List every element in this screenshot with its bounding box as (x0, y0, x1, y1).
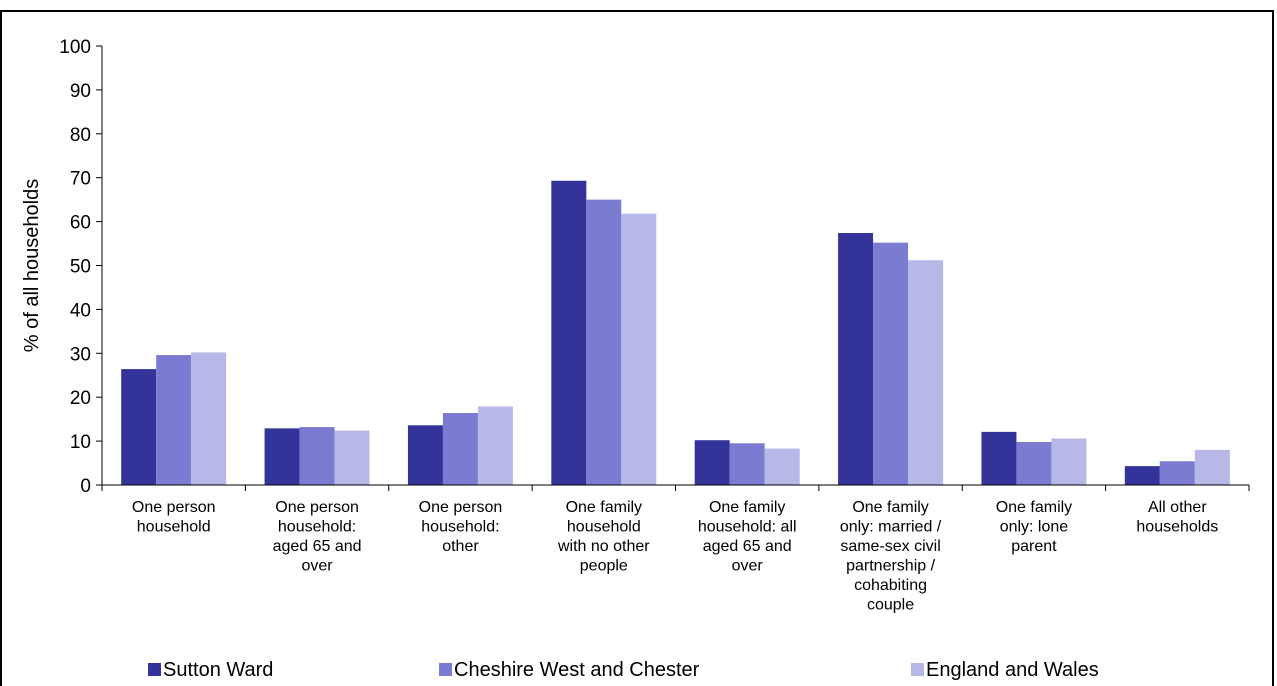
bar-1-4 (551, 180, 587, 485)
category-labels: One person household One person household: a… (132, 499, 1218, 614)
category-label-line: only: lone (1000, 519, 1069, 536)
legend-label-3: England and Wales (926, 659, 1099, 681)
category-label-line: over (302, 558, 334, 575)
legend-label-1: Sutton Ward (163, 659, 273, 681)
legend-swatch-3 (911, 663, 924, 676)
category-label-line: household: (421, 519, 499, 536)
category-label: One family only: lone parent (996, 499, 1072, 555)
category-label-line: household: (278, 519, 356, 536)
category-label-line: One family (852, 499, 928, 516)
legend-swatch-1 (148, 663, 161, 676)
category-label-line: aged 65 and (703, 538, 792, 555)
category-label-line: parent (1011, 538, 1057, 555)
bar-3-5 (764, 448, 800, 485)
category-label-line: cohabiting (854, 577, 927, 594)
bar-1-8 (1124, 466, 1160, 485)
y-axis-title: % of all households (21, 179, 43, 352)
y-tick-label: 20 (70, 388, 91, 409)
bar-1-3 (407, 425, 443, 485)
bar-1-5 (694, 440, 730, 485)
bar-3-4 (621, 213, 657, 485)
bar-1-1 (121, 369, 157, 485)
y-tick-label: 90 (70, 81, 91, 102)
category-label: All other households (1136, 499, 1218, 536)
category-label-line: people (580, 558, 628, 575)
bars (121, 180, 1230, 485)
legend: Sutton Ward Cheshire West and Chester Engl… (148, 659, 1099, 681)
bar-2-6 (873, 242, 909, 485)
category-label-line: with no other (557, 538, 650, 555)
y-tick-label: 40 (70, 300, 91, 321)
bar-2-4 (586, 199, 622, 485)
y-tick-label: 60 (70, 213, 91, 234)
category-label: One family household: all aged 65 and over (698, 499, 797, 575)
y-tick-label: 50 (70, 257, 91, 278)
category-label-line: One family (996, 499, 1072, 516)
bar-1-6 (838, 233, 874, 485)
category-label: One person household: other (419, 499, 503, 555)
category-label-line: One family (709, 499, 785, 516)
category-label-line: One person (275, 499, 359, 516)
bar-2-5 (729, 443, 765, 485)
category-label-line: partnership / (846, 558, 935, 575)
category-label: One family household with no other people (557, 499, 650, 575)
legend-label-2: Cheshire West and Chester (454, 659, 700, 681)
category-label-line: One family (566, 499, 642, 516)
y-tick-label: 30 (70, 344, 91, 365)
category-label-line: All other (1148, 499, 1207, 516)
y-tick-label: 10 (70, 432, 91, 453)
y-axis-ticks: 0 10 20 30 40 50 60 70 80 90 100 (59, 37, 102, 497)
category-label-line: One person (132, 499, 216, 516)
bar-2-1 (156, 355, 192, 485)
axes (101, 46, 1250, 491)
bar-3-6 (908, 260, 944, 485)
bar-2-7 (1016, 441, 1052, 485)
category-label-line: other (442, 538, 479, 555)
y-tick-label: 0 (80, 476, 91, 497)
legend-swatch-2 (439, 663, 452, 676)
chart-frame (0, 10, 1274, 686)
category-label-line: couple (867, 597, 914, 614)
category-label-line: household: all (698, 519, 797, 536)
bar-3-8 (1194, 449, 1230, 485)
bar-3-1 (191, 352, 227, 485)
bar-3-2 (334, 430, 370, 485)
category-label-line: household (567, 519, 641, 536)
category-label-line: aged 65 and (273, 538, 362, 555)
category-label-line: households (1136, 519, 1218, 536)
bar-1-2 (264, 428, 300, 485)
bar-1-7 (981, 431, 1017, 485)
y-tick-label: 70 (70, 169, 91, 190)
y-tick-label: 80 (70, 125, 91, 146)
category-label-line: over (732, 558, 764, 575)
bar-3-7 (1051, 438, 1087, 485)
bar-2-2 (299, 427, 335, 485)
category-label: One person household: aged 65 and over (273, 499, 362, 575)
bar-3-3 (477, 406, 513, 485)
category-label: One family only: married / same-sex civil p… (840, 499, 942, 614)
bar-2-3 (442, 413, 478, 485)
category-label-line: household (137, 519, 211, 536)
category-label: One person household (132, 499, 216, 536)
category-label-line: same-sex civil (840, 538, 940, 555)
category-label-line: only: married / (840, 519, 942, 536)
category-label-line: One person (419, 499, 503, 516)
y-tick-label: 100 (59, 37, 91, 58)
bar-2-8 (1159, 461, 1195, 485)
